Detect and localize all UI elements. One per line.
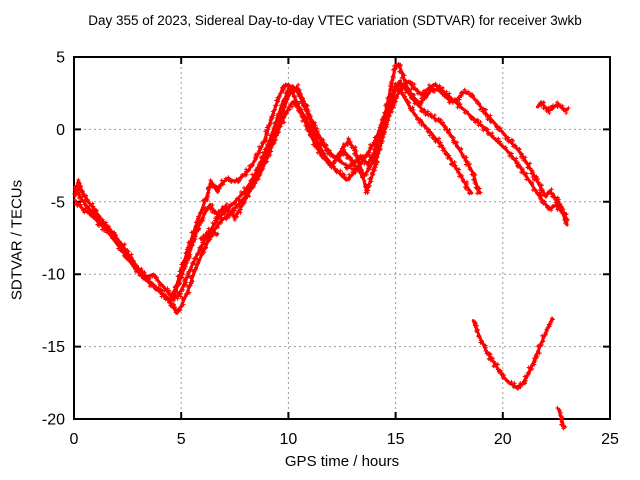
axis-ticks (73, 56, 611, 420)
series-track-4 (173, 80, 569, 295)
series-track-1 (73, 62, 569, 301)
x-tick-labels: 0 5 10 15 20 25 (70, 431, 619, 448)
y-tick-label: 5 (56, 50, 65, 67)
y-tick-label: -15 (42, 339, 65, 356)
y-tick-labels: 5 0 -5 -10 -15 -20 (42, 50, 65, 429)
x-tick-label: 5 (177, 431, 186, 448)
x-tick-label: 20 (494, 431, 512, 448)
x-tick-label: 15 (387, 431, 405, 448)
x-tick-label: 10 (280, 431, 298, 448)
x-axis-label: GPS time / hours (284, 453, 400, 470)
y-tick-label: 0 (56, 122, 65, 139)
plot-border (73, 56, 611, 420)
series-points (72, 62, 571, 431)
series-lines (73, 62, 569, 430)
series-track-2 (74, 84, 474, 315)
x-tick-label: 25 (601, 431, 619, 448)
y-tick-label: -5 (51, 194, 65, 211)
x-tick-label: 0 (70, 431, 79, 448)
y-tick-label: -10 (42, 267, 65, 284)
gridlines (74, 57, 610, 419)
chart-title: Day 355 of 2023, Sidereal Day-to-day VTE… (88, 13, 582, 28)
y-tick-label: -20 (42, 412, 65, 429)
